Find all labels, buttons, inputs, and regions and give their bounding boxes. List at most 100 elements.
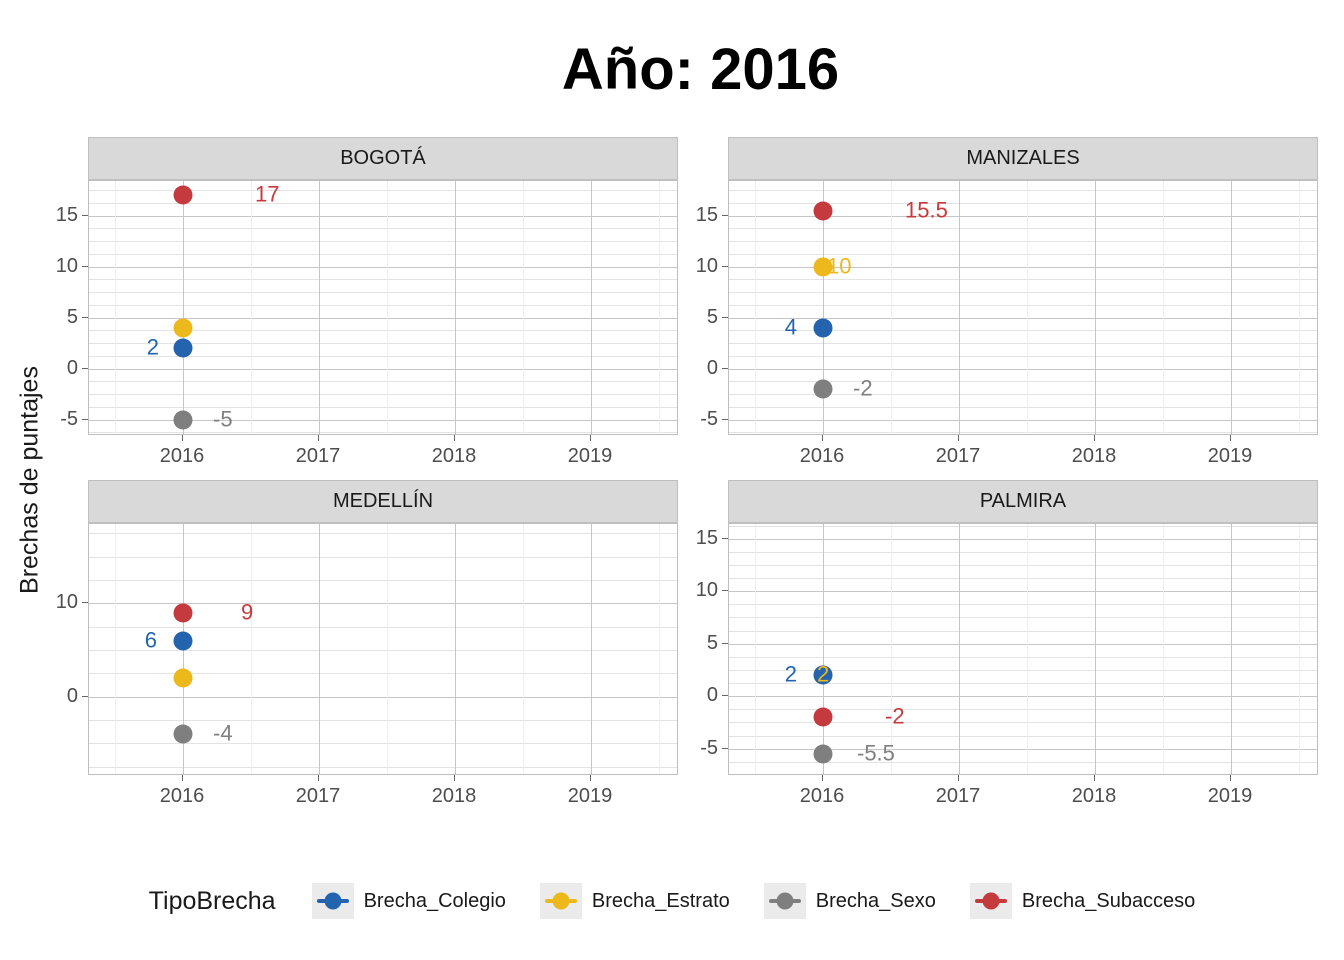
point-value-label: -2 <box>853 375 873 401</box>
h-gridline <box>729 551 1317 553</box>
v-gridline <box>959 524 960 774</box>
h-gridline <box>89 743 677 745</box>
legend-point-icon <box>776 892 794 910</box>
h-gridline <box>729 630 1317 632</box>
facet-strip-manizales: MANIZALES <box>728 137 1318 180</box>
y-tick-label: 10 <box>55 591 78 614</box>
y-tick-mark <box>722 537 728 539</box>
h-gridline <box>89 766 677 768</box>
v-gridline <box>455 181 456 434</box>
legend-item-label: Brecha_Estrato <box>591 889 730 912</box>
y-tick-mark <box>722 214 728 216</box>
data-point-brecha_sexo <box>173 724 193 744</box>
x-tick-label: 2016 <box>159 445 205 467</box>
h-gridline <box>729 292 1317 294</box>
x-tick-label: 2017 <box>935 785 981 807</box>
legend-item-label: Brecha_Subacceso <box>1021 889 1196 912</box>
y-tick-label: 5 <box>706 305 718 328</box>
h-gridline <box>89 355 677 357</box>
h-gridline <box>729 525 1317 527</box>
v-gridline <box>959 181 960 434</box>
v-gridline-minor <box>659 524 660 774</box>
v-gridline-minor <box>1299 181 1300 434</box>
x-tick-mark <box>958 775 959 781</box>
x-tick-mark <box>182 435 183 441</box>
v-gridline-minor <box>1163 181 1164 434</box>
y-tick-mark <box>82 695 88 697</box>
v-gridline-minor <box>1027 181 1028 434</box>
y-tick-mark <box>82 418 88 420</box>
x-tick-label: 2016 <box>799 785 845 807</box>
legend-key-icon <box>311 883 354 919</box>
y-tick-mark <box>722 265 728 267</box>
h-gridline <box>729 241 1317 243</box>
data-point-brecha_colegio <box>173 338 193 358</box>
x-tick-mark <box>958 435 959 441</box>
data-point-brecha_colegio <box>813 665 833 685</box>
v-gridline-minor <box>115 524 116 774</box>
h-gridline <box>89 720 677 721</box>
x-tick-mark <box>822 775 823 781</box>
x-tick-label: 2019 <box>1207 785 1253 807</box>
h-gridline <box>729 343 1317 345</box>
h-gridline <box>89 381 677 383</box>
v-gridline-minor <box>891 524 892 774</box>
v-gridline <box>319 181 320 434</box>
h-gridline <box>729 643 1317 645</box>
legend-item-brecha_estrato: Brecha_Estrato <box>539 883 730 919</box>
y-tick-mark <box>722 418 728 420</box>
chart-title: Año: 2016 <box>561 37 840 102</box>
x-tick-mark <box>1230 775 1231 781</box>
legend-item-brecha_subacceso: Brecha_Subacceso <box>969 883 1196 919</box>
point-value-label: -2 <box>885 703 905 729</box>
data-point-brecha_subacceso <box>813 201 833 221</box>
h-gridline <box>89 253 677 255</box>
h-gridline <box>729 215 1317 217</box>
h-gridline <box>89 419 677 421</box>
v-gridline-minor <box>1299 524 1300 774</box>
data-point-brecha_colegio <box>173 631 193 651</box>
h-gridline <box>89 202 677 204</box>
data-point-brecha_colegio <box>813 318 833 338</box>
x-tick-mark <box>318 435 319 441</box>
v-gridline-minor <box>115 181 116 434</box>
point-value-label: 6 <box>144 627 157 653</box>
y-tick-mark <box>82 602 88 604</box>
y-tick-mark <box>722 695 728 697</box>
h-gridline <box>729 304 1317 306</box>
legend: TipoBrecha Brecha_Colegio Brecha_Estrato B… <box>0 880 1344 922</box>
y-tick-label: 0 <box>66 356 78 379</box>
x-tick-label: 2019 <box>1207 445 1253 467</box>
h-gridline <box>729 253 1317 255</box>
v-gridline-minor <box>1163 524 1164 774</box>
h-gridline <box>89 190 677 192</box>
v-gridline <box>455 524 456 774</box>
data-point-brecha_sexo <box>813 744 833 764</box>
y-tick-label: 15 <box>55 203 78 226</box>
data-point-brecha_subacceso <box>173 185 193 205</box>
h-gridline <box>89 603 677 605</box>
v-gridline <box>591 181 592 434</box>
v-gridline-minor <box>891 181 892 434</box>
y-tick-label: 10 <box>55 254 78 277</box>
h-gridline <box>89 406 677 408</box>
h-gridline <box>729 330 1317 332</box>
h-gridline <box>89 696 677 698</box>
h-gridline <box>729 228 1317 230</box>
y-tick-label: -5 <box>700 736 718 759</box>
h-gridline <box>89 650 677 651</box>
y-tick-label: 10 <box>695 254 718 277</box>
h-gridline <box>729 279 1317 281</box>
x-tick-mark <box>1094 775 1095 781</box>
x-tick-label: 2019 <box>567 785 613 807</box>
y-tick-label: 5 <box>66 305 78 328</box>
legend-point-icon <box>324 892 342 910</box>
x-tick-label: 2016 <box>159 785 205 807</box>
h-gridline <box>89 626 677 628</box>
x-tick-label: 2017 <box>935 445 981 467</box>
y-tick-label: 15 <box>695 203 718 226</box>
y-tick-mark <box>722 316 728 318</box>
legend-key-icon <box>763 883 806 919</box>
h-gridline <box>89 343 677 345</box>
